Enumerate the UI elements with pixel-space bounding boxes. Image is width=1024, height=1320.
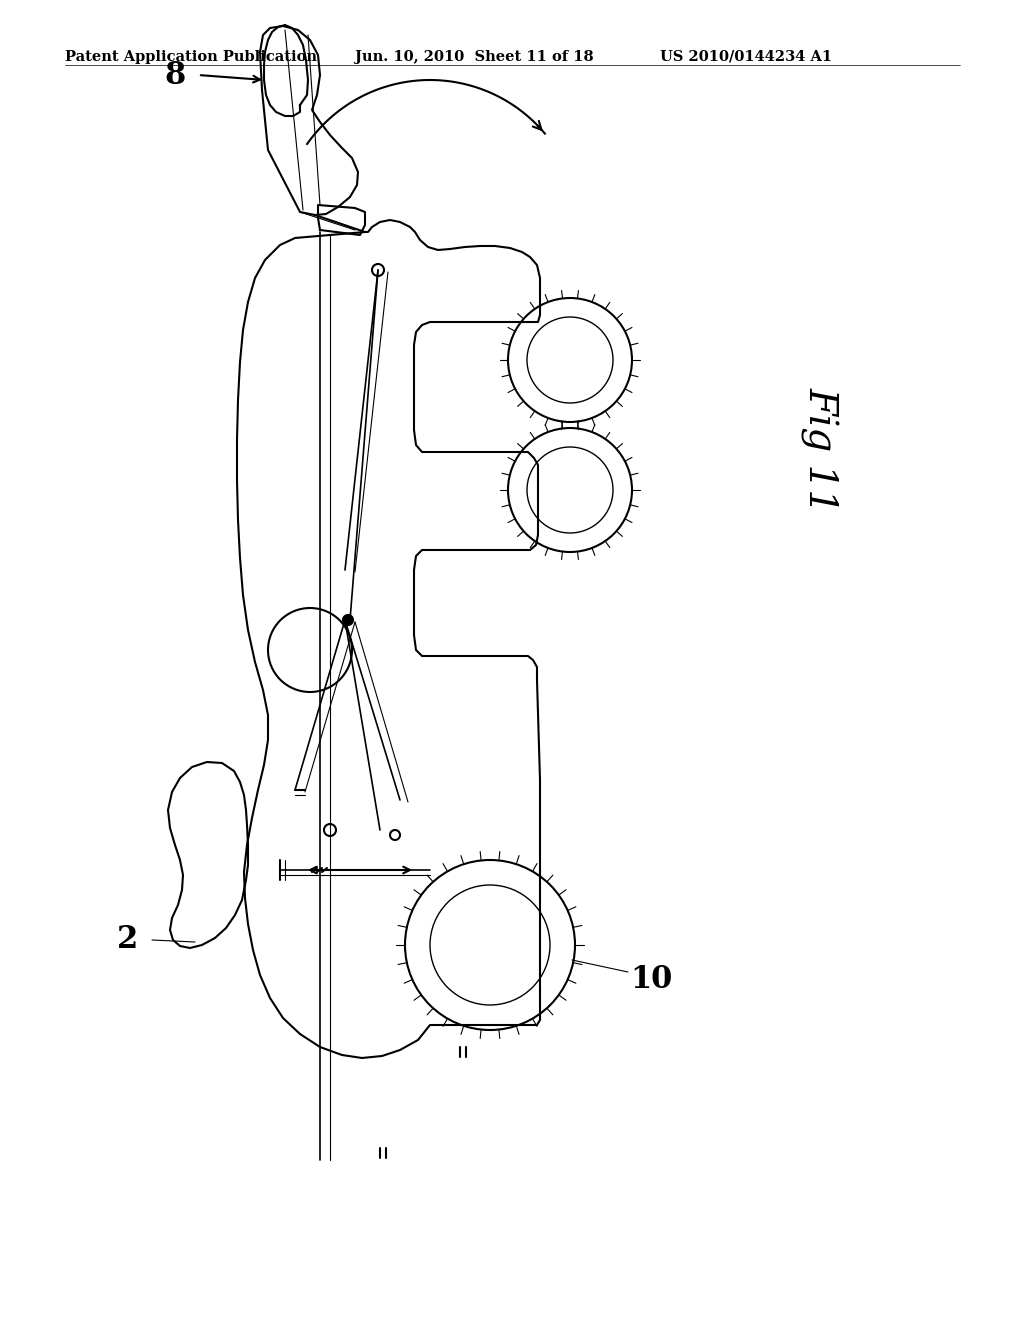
Text: Fig 11: Fig 11 xyxy=(801,387,839,513)
Text: Patent Application Publication: Patent Application Publication xyxy=(65,50,317,63)
Text: 2: 2 xyxy=(118,924,138,956)
Circle shape xyxy=(343,615,353,624)
Text: Jun. 10, 2010  Sheet 11 of 18: Jun. 10, 2010 Sheet 11 of 18 xyxy=(355,50,594,63)
Text: 10: 10 xyxy=(630,965,672,995)
Text: 8: 8 xyxy=(165,59,185,91)
Text: US 2010/0144234 A1: US 2010/0144234 A1 xyxy=(660,50,833,63)
